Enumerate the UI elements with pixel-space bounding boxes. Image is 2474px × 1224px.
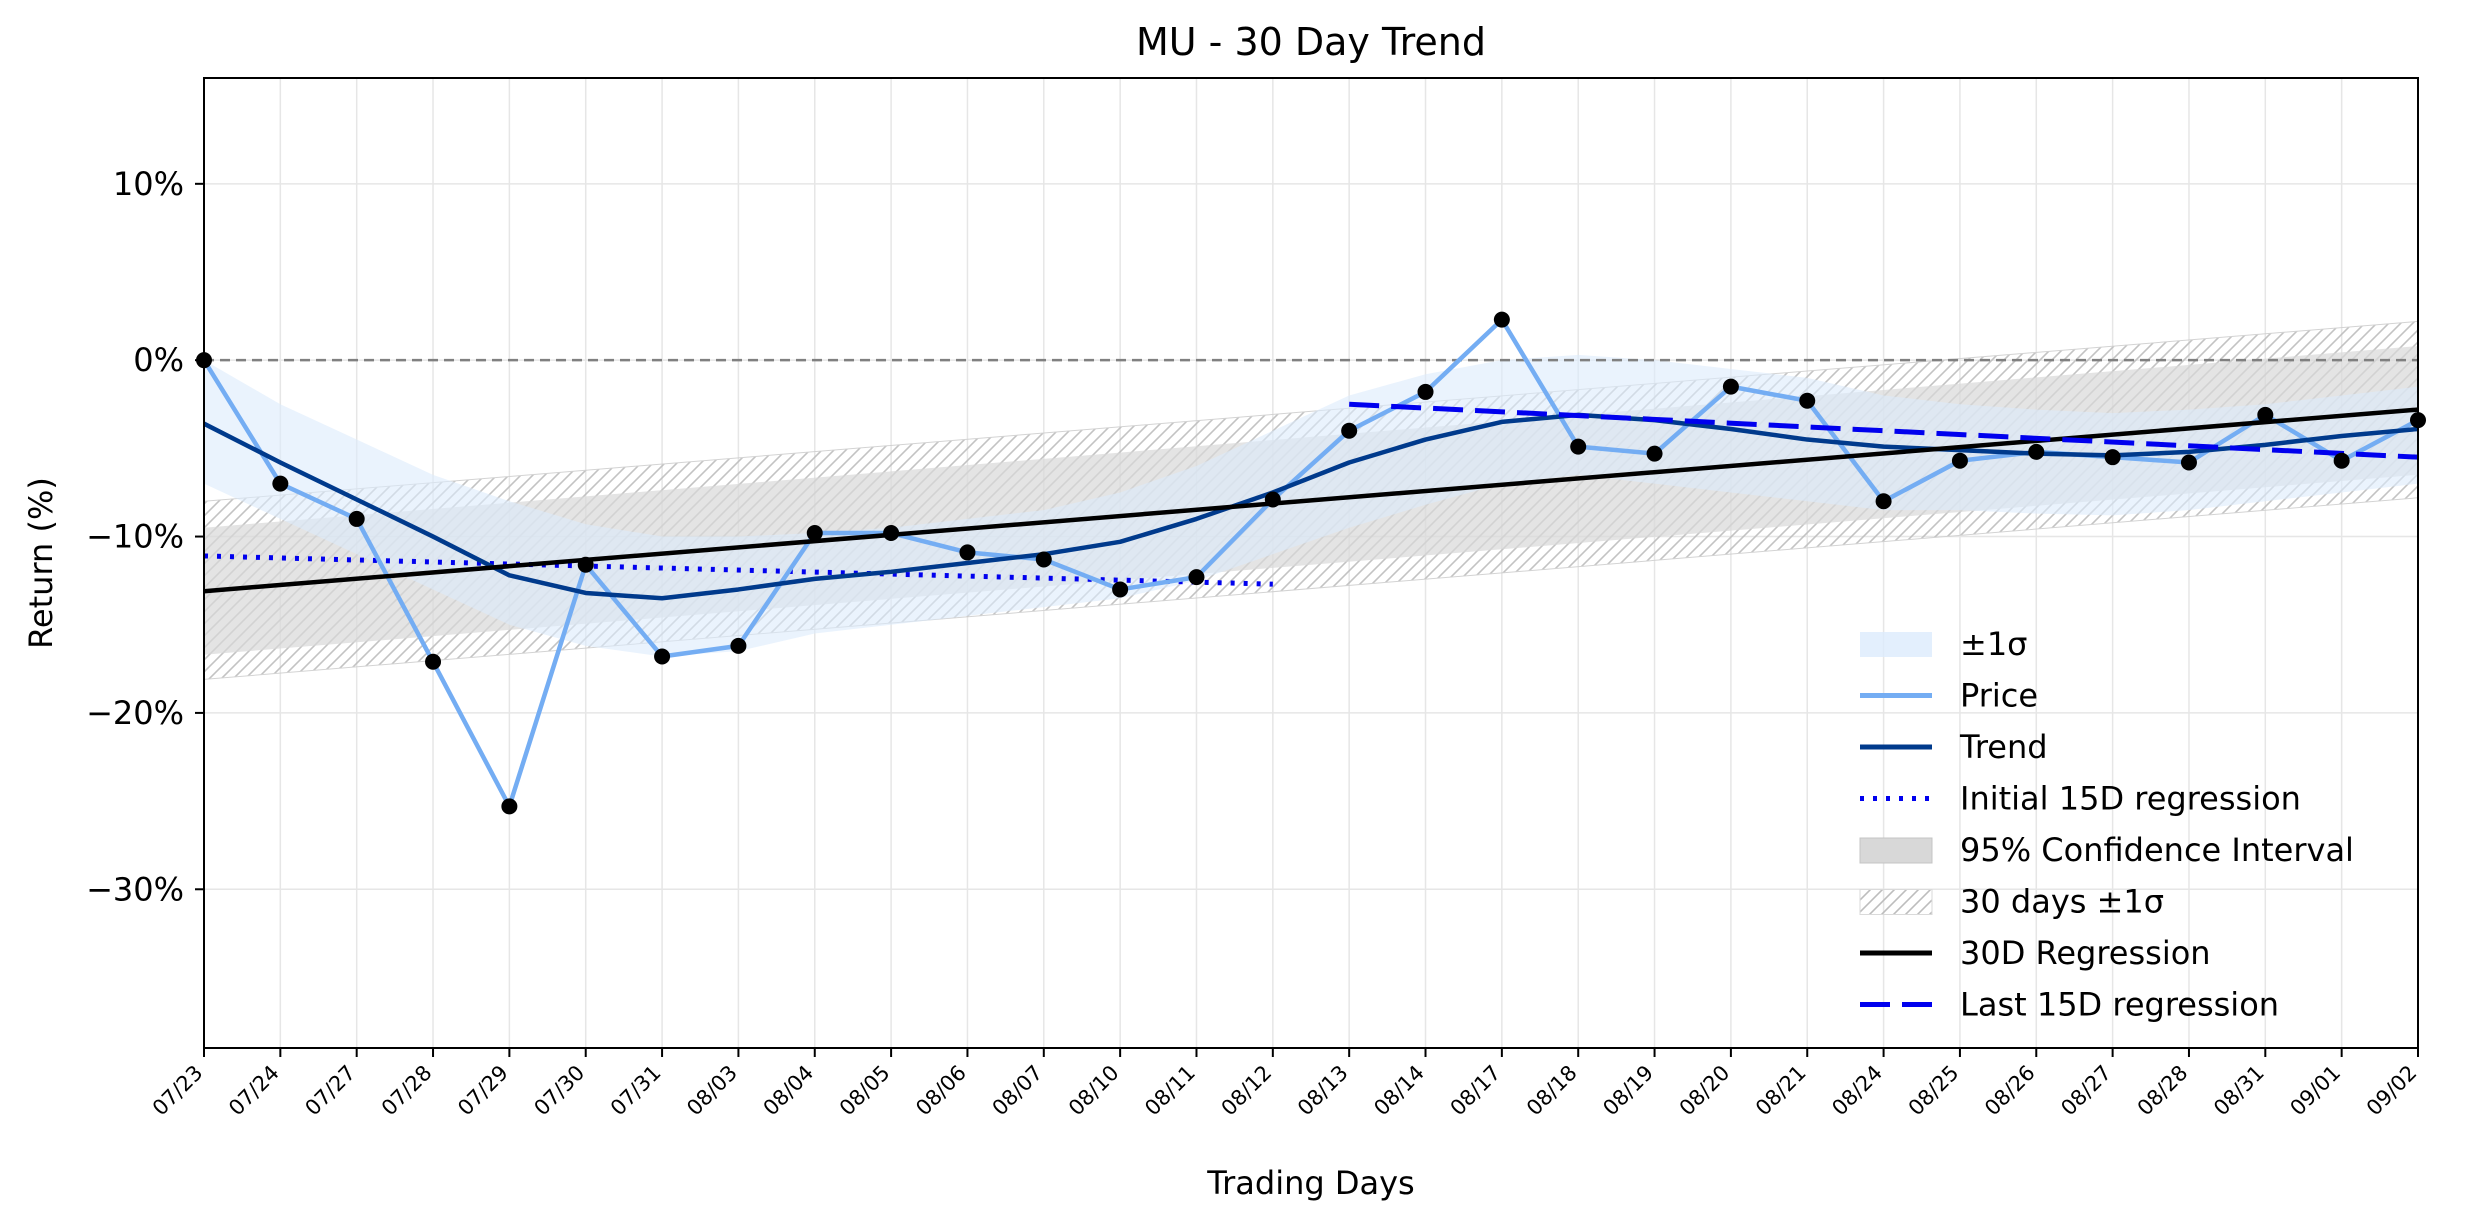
legend-label: Last 15D regression [1960,986,2279,1024]
trend-line [204,412,2418,601]
price-point [806,525,823,542]
legend-label: 30D Regression [1960,934,2211,972]
price-point [1035,551,1052,568]
price-point [1875,493,1892,510]
price-point [1722,378,1739,395]
price-point [1341,422,1358,439]
price-point [1646,445,1663,462]
price-point [272,475,289,492]
price-point [1799,392,1816,409]
legend-item-30-days-pm-1sigma: 30 days ±1σ [1859,883,2164,921]
price-point [577,556,594,573]
legend-item-trend: Trend [1860,728,2048,766]
price-point [2257,406,2274,423]
price-point [348,510,365,527]
line-layer [204,317,2418,809]
chart-title: MU - 30 Day Trend [1136,20,1486,64]
price-point [2028,443,2045,460]
legend-label: ±1σ [1960,625,2027,663]
price-point [1188,569,1205,586]
legend-swatch [1859,889,1933,915]
y-axis-ticks: 10% 0% −10% −20% −30% [86,165,204,908]
price-point [883,525,900,542]
y-tick-label: −10% [86,518,184,556]
legend-label: 95% Confidence Interval [1960,831,2354,869]
legend-item-30d-regression: 30D Regression [1860,934,2211,972]
legend-item-pm-1sigma: ±1σ [1860,625,2027,663]
legend-swatch [1860,632,1932,657]
last-15d-regression-line [1349,401,2418,460]
price-point [1951,452,1968,469]
y-tick-label: −20% [86,694,184,732]
legend-item-price: Price [1860,677,2038,715]
legend-label: Initial 15D regression [1960,780,2301,818]
y-tick-label: 0% [133,341,184,379]
legend-item-initial-15d-regression: Initial 15D regression [1860,780,2301,818]
price-point [1417,383,1434,400]
legend-label: Price [1960,677,2038,715]
legend: ±1σ Price Trend Initial 15D regression 95% C… [1859,625,2354,1024]
price-point [1570,438,1587,455]
y-axis-label: Return (%) [22,477,60,649]
price-point [959,544,976,561]
price-point [1493,311,1510,328]
y-tick-label: 10% [113,165,184,203]
legend-item-last-15d-regression: Last 15D regression [1860,986,2279,1024]
price-point [2333,452,2350,469]
legend-label: Trend [1959,728,2048,766]
y-tick-label: −30% [86,870,184,908]
price-point [1264,491,1281,508]
legend-item-95pct-confidence-interval: 95% Confidence Interval [1859,831,2354,869]
legend-label: 30 days ±1σ [1960,883,2164,921]
price-point [654,648,671,665]
price-point [501,798,518,815]
price-point [730,637,747,654]
plot-frame [203,77,2419,1049]
price-point [2180,454,2197,471]
price-point [2104,449,2121,466]
legend-swatch [1859,837,1933,864]
price-point [425,653,442,670]
x-axis-label: Trading Days [1206,1164,1414,1202]
price-point [1112,581,1129,598]
initial-15d-regression-line [204,553,1273,587]
